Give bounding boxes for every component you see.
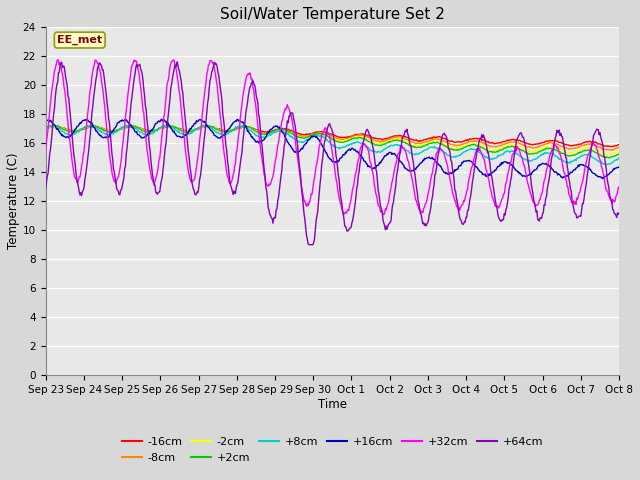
- +64cm: [170, 71, 177, 77]
- -2cm: [200, 123, 208, 129]
- -2cm: [170, 124, 178, 130]
- +2cm: [170, 124, 178, 130]
- Title: Soil/Water Temperature Set 2: Soil/Water Temperature Set 2: [220, 7, 445, 22]
- +32cm: [170, 58, 178, 63]
- Line: -8cm: -8cm: [45, 125, 619, 150]
- -2cm: [615, 149, 623, 155]
- -16cm: [608, 144, 616, 150]
- +64cm: [615, 210, 623, 216]
- +32cm: [52, 62, 60, 68]
- -2cm: [42, 125, 49, 131]
- +32cm: [380, 212, 388, 217]
- +32cm: [42, 147, 49, 153]
- +2cm: [112, 128, 120, 134]
- -2cm: [604, 152, 611, 158]
- +8cm: [170, 126, 177, 132]
- -8cm: [403, 137, 411, 143]
- Line: +2cm: +2cm: [45, 125, 619, 158]
- +16cm: [42, 117, 49, 123]
- +8cm: [403, 148, 411, 154]
- +2cm: [42, 125, 49, 131]
- -16cm: [200, 124, 208, 130]
- +8cm: [615, 155, 623, 160]
- X-axis label: Time: Time: [318, 397, 347, 410]
- -8cm: [420, 139, 428, 145]
- +2cm: [605, 155, 612, 161]
- -16cm: [420, 137, 428, 143]
- +16cm: [83, 116, 91, 122]
- -16cm: [52, 124, 60, 130]
- +8cm: [111, 130, 119, 135]
- Y-axis label: Temperature (C): Temperature (C): [7, 153, 20, 250]
- +2cm: [200, 123, 208, 129]
- -8cm: [609, 147, 616, 153]
- +2cm: [403, 141, 411, 146]
- +32cm: [112, 180, 120, 186]
- Line: -2cm: -2cm: [45, 125, 619, 155]
- -2cm: [53, 123, 61, 129]
- +2cm: [51, 122, 58, 128]
- -2cm: [403, 139, 411, 145]
- Text: EE_met: EE_met: [57, 35, 102, 45]
- -16cm: [42, 125, 49, 131]
- +8cm: [42, 125, 49, 131]
- +16cm: [52, 125, 60, 131]
- +8cm: [420, 148, 428, 154]
- -2cm: [420, 142, 428, 147]
- -8cm: [170, 124, 178, 130]
- -2cm: [112, 129, 120, 134]
- -8cm: [52, 124, 60, 130]
- +64cm: [52, 87, 60, 93]
- +8cm: [200, 122, 207, 128]
- -8cm: [127, 122, 135, 128]
- Line: -16cm: -16cm: [45, 126, 619, 147]
- +2cm: [53, 123, 61, 129]
- +64cm: [420, 223, 428, 228]
- +32cm: [420, 204, 428, 210]
- +64cm: [404, 131, 412, 137]
- -16cm: [170, 124, 178, 130]
- Line: +16cm: +16cm: [45, 119, 619, 179]
- +16cm: [420, 158, 428, 164]
- +64cm: [200, 134, 208, 140]
- +64cm: [305, 242, 313, 248]
- -16cm: [615, 142, 623, 148]
- -8cm: [615, 144, 623, 150]
- Line: +32cm: +32cm: [45, 60, 619, 215]
- -16cm: [403, 134, 411, 140]
- Line: +64cm: +64cm: [45, 62, 619, 245]
- +2cm: [420, 143, 428, 149]
- +64cm: [111, 175, 119, 180]
- +8cm: [52, 123, 60, 129]
- +32cm: [404, 157, 412, 163]
- +16cm: [200, 119, 208, 124]
- +64cm: [173, 59, 181, 65]
- -16cm: [128, 123, 136, 129]
- +2cm: [615, 151, 623, 157]
- +32cm: [615, 184, 623, 190]
- -8cm: [111, 128, 119, 134]
- +16cm: [403, 167, 411, 172]
- -8cm: [42, 126, 49, 132]
- +64cm: [42, 185, 49, 191]
- +32cm: [200, 92, 208, 97]
- +16cm: [615, 164, 623, 169]
- +16cm: [170, 128, 178, 134]
- -16cm: [111, 128, 119, 133]
- Line: +8cm: +8cm: [45, 125, 619, 165]
- +16cm: [599, 176, 607, 181]
- +32cm: [54, 57, 61, 62]
- +8cm: [203, 122, 211, 128]
- -8cm: [200, 124, 208, 130]
- -2cm: [48, 122, 56, 128]
- +16cm: [112, 124, 120, 130]
- Legend: -16cm, -8cm, -2cm, +2cm, +8cm, +16cm, +32cm, +64cm: -16cm, -8cm, -2cm, +2cm, +8cm, +16cm, +3…: [117, 432, 547, 467]
- +8cm: [602, 162, 609, 168]
